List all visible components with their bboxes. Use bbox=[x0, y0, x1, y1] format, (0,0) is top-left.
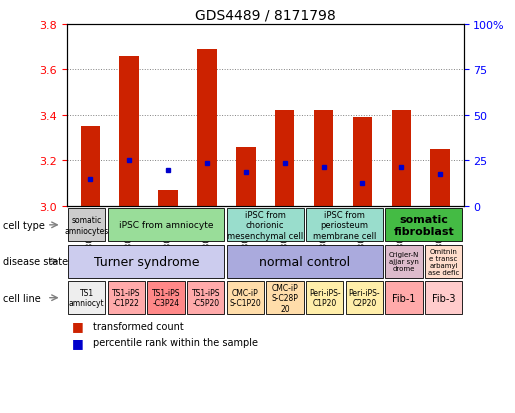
Bar bbox=[385, 282, 423, 314]
Bar bbox=[108, 209, 225, 242]
Bar bbox=[227, 282, 264, 314]
Bar bbox=[236, 147, 255, 206]
Bar bbox=[314, 111, 333, 206]
Bar bbox=[266, 282, 304, 314]
Text: Crigler-N
ajjar syn
drome: Crigler-N ajjar syn drome bbox=[389, 252, 419, 272]
Text: TS1
amniocyt: TS1 amniocyt bbox=[69, 288, 105, 308]
Bar bbox=[158, 191, 178, 206]
Text: CMC-iP
S-C28P
20: CMC-iP S-C28P 20 bbox=[271, 283, 299, 313]
Bar bbox=[425, 282, 462, 314]
Text: CMC-iP
S-C1P20: CMC-iP S-C1P20 bbox=[230, 288, 261, 308]
Text: Peri-iPS-
C2P20: Peri-iPS- C2P20 bbox=[349, 288, 380, 308]
Text: cell line: cell line bbox=[3, 293, 40, 303]
Text: ■: ■ bbox=[72, 336, 84, 349]
Bar bbox=[227, 245, 383, 278]
Bar bbox=[68, 282, 106, 314]
Bar bbox=[147, 282, 185, 314]
Text: disease state: disease state bbox=[3, 256, 67, 267]
Text: ■: ■ bbox=[72, 319, 84, 332]
Bar bbox=[108, 282, 145, 314]
Bar bbox=[346, 282, 383, 314]
Text: iPSC from amniocyte: iPSC from amniocyte bbox=[119, 221, 213, 230]
Text: TS1-iPS
-C5P20: TS1-iPS -C5P20 bbox=[192, 288, 220, 308]
Text: Fib-3: Fib-3 bbox=[432, 293, 455, 303]
Bar bbox=[68, 245, 225, 278]
Text: percentile rank within the sample: percentile rank within the sample bbox=[93, 337, 258, 347]
Bar bbox=[68, 209, 106, 242]
Text: normal control: normal control bbox=[260, 255, 350, 268]
Bar bbox=[275, 111, 295, 206]
Text: somatic
fibroblast: somatic fibroblast bbox=[393, 214, 454, 236]
Bar bbox=[353, 118, 372, 206]
Bar bbox=[187, 282, 225, 314]
Bar bbox=[306, 282, 344, 314]
Bar bbox=[385, 245, 423, 278]
Bar bbox=[80, 127, 100, 206]
Text: iPSC from
chorionic
mesenchymal cell: iPSC from chorionic mesenchymal cell bbox=[227, 211, 303, 240]
Text: cell type: cell type bbox=[3, 220, 44, 230]
Text: somatic
amniocytes: somatic amniocytes bbox=[65, 216, 109, 235]
Text: transformed count: transformed count bbox=[93, 321, 183, 331]
Text: Fib-1: Fib-1 bbox=[392, 293, 416, 303]
Bar bbox=[425, 245, 462, 278]
Bar bbox=[119, 57, 139, 206]
Title: GDS4489 / 8171798: GDS4489 / 8171798 bbox=[195, 8, 336, 22]
Text: Omitnin
e transc
arbamyl
ase defic: Omitnin e transc arbamyl ase defic bbox=[428, 248, 459, 275]
Text: Peri-iPS-
C1P20: Peri-iPS- C1P20 bbox=[309, 288, 340, 308]
Bar bbox=[385, 209, 462, 242]
Bar bbox=[197, 50, 217, 206]
Bar bbox=[306, 209, 383, 242]
Text: iPSC from
periosteum
membrane cell: iPSC from periosteum membrane cell bbox=[313, 211, 376, 240]
Text: TS1-iPS
-C3P24: TS1-iPS -C3P24 bbox=[152, 288, 180, 308]
Bar bbox=[227, 209, 304, 242]
Bar bbox=[431, 150, 450, 206]
Text: Turner syndrome: Turner syndrome bbox=[94, 255, 199, 268]
Text: TS1-iPS
-C1P22: TS1-iPS -C1P22 bbox=[112, 288, 141, 308]
Bar bbox=[391, 111, 411, 206]
